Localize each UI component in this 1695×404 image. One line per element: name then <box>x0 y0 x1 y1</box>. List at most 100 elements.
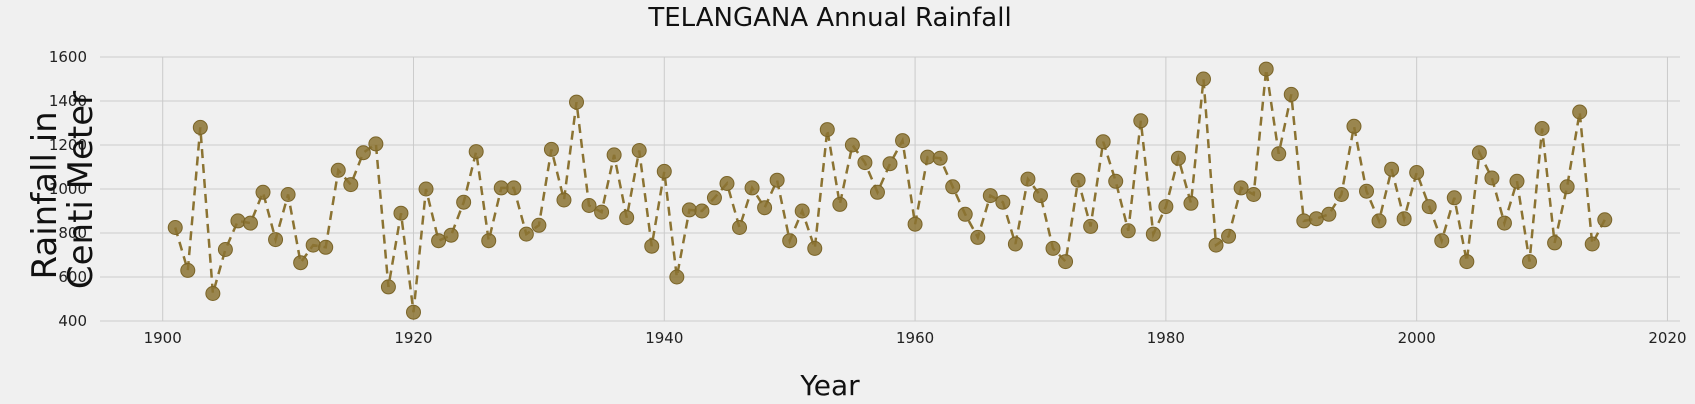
data-point <box>920 149 936 165</box>
data-point <box>1484 170 1500 186</box>
data-point <box>1170 150 1186 166</box>
data-point <box>719 176 735 191</box>
data-point <box>869 184 885 200</box>
data-point <box>1058 254 1074 270</box>
data-point <box>1083 218 1099 234</box>
data-point <box>581 198 597 213</box>
y-axis-label-line-1: Rainfall in <box>25 111 65 279</box>
data-point <box>1308 211 1324 227</box>
data-point <box>794 203 810 219</box>
data-point <box>305 237 321 253</box>
y-tick-label: 1200 <box>49 136 87 154</box>
data-point <box>1070 172 1086 188</box>
data-point <box>669 269 685 285</box>
data-point <box>531 217 547 233</box>
data-point <box>656 163 672 179</box>
data-point <box>1283 86 1299 102</box>
data-point <box>431 233 447 249</box>
data-point <box>832 196 848 212</box>
data-point <box>782 233 798 249</box>
data-point <box>769 172 785 188</box>
data-point <box>1108 173 1124 189</box>
data-point <box>167 220 183 235</box>
x-tick-label: 2000 <box>1398 329 1436 347</box>
data-point <box>1183 195 1199 211</box>
data-point <box>1421 199 1437 215</box>
data-point <box>694 203 710 219</box>
data-point <box>280 187 296 202</box>
data-point <box>732 220 748 235</box>
data-point <box>1258 61 1274 77</box>
data-point <box>1246 187 1262 202</box>
data-point <box>757 200 773 216</box>
data-point <box>1158 199 1174 215</box>
data-point <box>1233 180 1249 196</box>
data-point <box>1509 173 1525 189</box>
data-point <box>205 286 221 301</box>
grid-lines <box>100 56 1680 322</box>
y-tick-label: 800 <box>58 224 87 242</box>
data-point <box>192 119 208 135</box>
data-point <box>456 194 472 210</box>
y-tick-label: 1400 <box>49 92 87 110</box>
data-point <box>1321 206 1337 222</box>
data-point <box>443 227 459 243</box>
data-point <box>293 255 309 271</box>
data-point <box>1584 236 1600 252</box>
data-point <box>1346 118 1362 134</box>
data-point <box>569 94 585 110</box>
x-tick-label: 1960 <box>896 329 934 347</box>
data-point <box>1384 161 1400 177</box>
x-tick-label: 1900 <box>144 329 182 347</box>
data-point <box>1221 228 1237 244</box>
data-point <box>1296 213 1312 229</box>
data-point <box>1434 233 1450 249</box>
data-point <box>1020 171 1036 187</box>
data-point <box>418 181 434 197</box>
data-point <box>970 229 986 245</box>
data-point <box>330 162 346 178</box>
data-point <box>706 190 722 206</box>
data-point <box>556 192 572 208</box>
data-point <box>1208 237 1224 253</box>
data-point <box>907 216 923 232</box>
data-point <box>393 205 409 221</box>
data-point <box>1396 211 1412 227</box>
data-point <box>982 188 998 204</box>
data-point <box>1572 104 1588 120</box>
data-point <box>230 213 246 229</box>
data-point <box>807 240 823 256</box>
y-tick-label: 1000 <box>49 180 87 198</box>
data-point <box>1095 134 1111 150</box>
data-point <box>644 238 660 254</box>
data-point <box>844 137 860 153</box>
data-point <box>857 155 873 171</box>
data-point <box>217 242 233 257</box>
data-point <box>1359 183 1375 199</box>
data-point <box>1133 113 1149 129</box>
data-point <box>1371 213 1387 229</box>
x-axis-label: Year <box>799 369 860 402</box>
x-tick-label: 1920 <box>394 329 432 347</box>
data-point <box>1471 145 1487 161</box>
data-point <box>594 204 610 220</box>
data-point <box>1333 187 1349 202</box>
data-point <box>945 179 961 195</box>
data-point <box>1409 165 1425 180</box>
x-tick-label: 1980 <box>1147 329 1185 347</box>
data-point <box>932 150 948 166</box>
data-point <box>355 145 371 161</box>
data-point <box>255 184 271 200</box>
data-point <box>506 180 522 196</box>
data-point <box>895 133 911 149</box>
x-tick-labels: 1900 1920 1940 1960 1980 2000 2020 <box>144 329 1687 347</box>
data-point <box>819 122 835 138</box>
data-point <box>1547 235 1563 251</box>
data-point <box>1446 190 1462 206</box>
y-tick-labels: 400 600 800 1000 1200 1400 1600 <box>49 48 87 330</box>
data-point <box>368 136 384 152</box>
x-tick-label: 1940 <box>645 329 683 347</box>
y-tick-label: 400 <box>58 312 87 330</box>
data-point <box>543 141 559 157</box>
